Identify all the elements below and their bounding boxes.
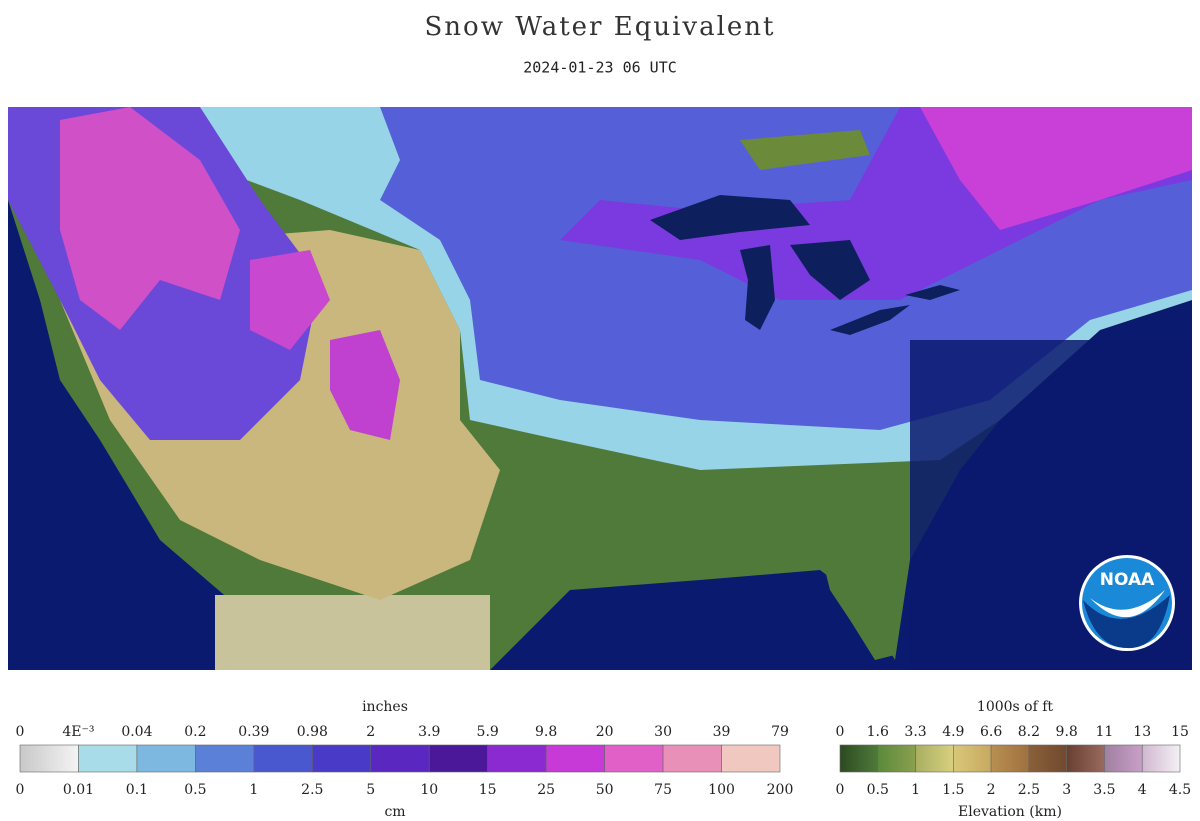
tick-label: 3.3 [904, 724, 926, 740]
tick-label: 15 [479, 782, 497, 798]
color-swatch [136, 744, 196, 773]
tick-label: 75 [654, 782, 672, 798]
color-swatch [1141, 744, 1181, 773]
tick-label: 0.01 [63, 782, 94, 798]
lake-superior [650, 195, 810, 240]
mexico [215, 595, 490, 670]
tick-label: 0 [836, 724, 845, 740]
tick-label: 9.8 [535, 724, 557, 740]
tick-label: 9.8 [1056, 724, 1078, 740]
heavy-snow-east [920, 107, 1192, 230]
lake-huron [790, 240, 870, 300]
tick-label: 2.5 [1018, 782, 1040, 798]
wyoming-snow [250, 250, 330, 350]
tick-label: 0.1 [126, 782, 148, 798]
color-swatch [839, 744, 879, 773]
color-swatch [487, 744, 547, 773]
tick-label: 79 [771, 724, 789, 740]
color-swatch [78, 744, 138, 773]
tick-label: 4 [1138, 782, 1147, 798]
tick-label: 0.2 [184, 724, 206, 740]
tick-label: 2.5 [301, 782, 323, 798]
tick-label: 39 [713, 724, 731, 740]
tick-label: 1.6 [867, 724, 889, 740]
unit-label: cm [384, 804, 405, 820]
logo-gull [1090, 590, 1165, 618]
tick-label: 50 [596, 782, 614, 798]
color-swatch [19, 744, 79, 773]
tick-label: 0.39 [238, 724, 269, 740]
color-swatch [877, 744, 916, 773]
lake-ontario [905, 285, 960, 300]
elevation-legend: 1000s of ft Elevation (km) 0 0 1.6 0.5 3.3 1 4… [836, 699, 1192, 820]
tick-label: 5.9 [477, 724, 499, 740]
tick-label: 5 [366, 782, 375, 798]
tick-label: 3 [1062, 782, 1071, 798]
tick-label: 2 [366, 724, 375, 740]
tick-label: 3.5 [1093, 782, 1115, 798]
color-swatch [545, 744, 605, 773]
color-swatch [915, 744, 954, 773]
logo-text: NOAA [1100, 570, 1155, 590]
color-swatch [662, 744, 722, 773]
colorado-snow [330, 330, 400, 440]
color-swatch [370, 744, 430, 773]
canada-prairie [740, 130, 870, 170]
color-swatch [953, 744, 992, 773]
tick-label: 1 [911, 782, 920, 798]
lake-erie [830, 305, 910, 335]
tick-label: 25 [537, 782, 555, 798]
color-swatch [604, 744, 664, 773]
unit-label: inches [362, 699, 408, 715]
tick-label: 3.9 [418, 724, 440, 740]
subtitle: 2024-01-23 06 UTC [523, 59, 677, 77]
tick-label: 10 [420, 782, 438, 798]
tick-label: 200 [767, 782, 794, 798]
tick-label: 0.5 [184, 782, 206, 798]
tick-label: 8.2 [1018, 724, 1040, 740]
title: Snow Water Equivalent [425, 12, 776, 42]
rockies-snow [60, 107, 240, 330]
tick-label: 1.5 [942, 782, 964, 798]
swe-legend: inches cm 0 0 4E⁻³ 0.01 0.04 0.1 0.2 0.5 0.39 1 0.… [16, 699, 794, 820]
noaa-logo: NOAA [1079, 555, 1175, 651]
color-swatch [990, 744, 1030, 773]
tick-label: 30 [654, 724, 672, 740]
color-swatch [428, 744, 488, 773]
tick-label: 0.5 [867, 782, 889, 798]
color-swatch [1104, 744, 1143, 773]
tick-label: 0.98 [297, 724, 328, 740]
tick-label: 4E⁻³ [62, 724, 94, 740]
tick-label: 0 [836, 782, 845, 798]
unit-label: 1000s of ft [977, 699, 1054, 715]
tick-label: 13 [1133, 724, 1151, 740]
color-swatch [253, 744, 313, 773]
tick-label: 0.04 [121, 724, 152, 740]
color-swatch [721, 744, 781, 773]
color-swatch [312, 744, 372, 773]
tick-label: 100 [708, 782, 735, 798]
gulf [570, 590, 825, 670]
lake-michigan [740, 245, 775, 330]
tick-label: 20 [596, 724, 614, 740]
tick-label: 1 [249, 782, 258, 798]
tick-label: 15 [1171, 724, 1189, 740]
florida [825, 560, 895, 660]
tick-label: 6.6 [980, 724, 1002, 740]
logo-wave [1083, 595, 1170, 649]
tick-label: 0 [16, 724, 25, 740]
unit-label: Elevation (km) [958, 804, 1062, 820]
map: NOAA [8, 107, 1192, 670]
color-swatch [1066, 744, 1105, 773]
tick-label: 2 [987, 782, 996, 798]
tick-label: 4.9 [942, 724, 964, 740]
color-swatch [1028, 744, 1067, 773]
tick-label: 4.5 [1169, 782, 1191, 798]
tick-label: 11 [1096, 724, 1114, 740]
color-swatch [195, 744, 255, 773]
tick-label: 0 [16, 782, 25, 798]
